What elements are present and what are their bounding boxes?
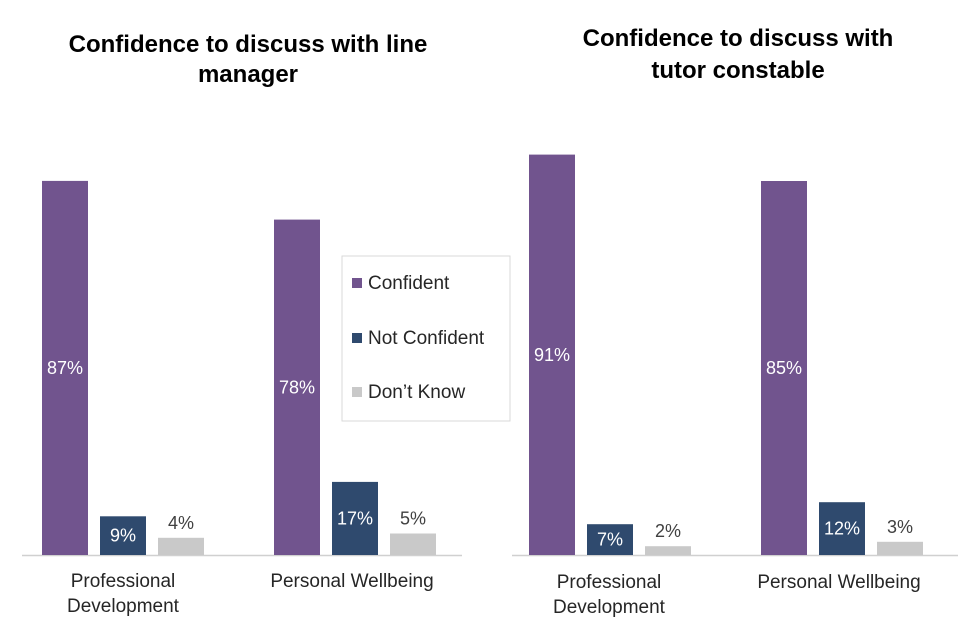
data-label-not-confident-professional-development: 7% [597,530,623,550]
data-label-confident-personal-wellbeing: 85% [766,358,802,378]
legend-label-not-confident: Not Confident [368,328,485,349]
bar-not-confident-personal-wellbeing [332,481,378,555]
bar-dont-know-professional-development [645,546,691,555]
bar-dont-know-personal-wellbeing [390,533,436,555]
chart-title-tutor-constable-line-1: Confidence to discuss with [583,25,894,52]
chart-title-line-manager-line-2: manager [198,61,298,88]
tick-label-professional-development-line-1: Professional [71,571,176,592]
data-label-not-confident-personal-wellbeing: 17% [337,508,373,528]
data-label-confident-professional-development: 87% [47,358,83,378]
data-label-dont-know-professional-development: 2% [655,521,681,541]
bar-confident-professional-development [42,180,88,555]
chart-title-line-manager-line-1: Confidence to discuss with line [69,31,428,58]
tick-label-professional-development-line-2: Development [67,596,180,617]
data-label-dont-know-professional-development: 4% [168,513,194,533]
data-label-confident-personal-wellbeing: 78% [279,377,315,397]
bar-not-confident-professional-development [100,516,146,555]
bar-dont-know-personal-wellbeing [877,541,923,555]
bar-dont-know-professional-development [158,537,204,555]
tick-label-personal-wellbeing: Personal Wellbeing [270,571,433,592]
legend-swatch-not-confident [352,333,362,343]
legend-swatch-dont-know [352,387,362,397]
data-label-dont-know-personal-wellbeing: 3% [887,517,913,537]
chart-tutor-constable: Confidence to discuss with tutor constab… [512,25,958,618]
bar-confident-professional-development [529,154,575,555]
data-label-not-confident-personal-wellbeing: 12% [824,519,860,539]
legend-label-confident: Confident [368,273,450,294]
chart-title-tutor-constable-line-2: tutor constable [651,57,824,84]
plot-area-line-manager: 87% 9% 4% Professional Development 78% 17% 5% Pe… [22,180,462,617]
data-label-confident-professional-development: 91% [534,345,570,365]
tick-label-professional-development-line-2: Development [553,597,666,618]
plot-area-tutor-constable: 91% 7% 2% Professional Development 85% 12% 3% Pe… [512,154,958,618]
legend-box [341,255,511,422]
legend-label-dont-know: Don’t Know [368,382,465,403]
bar-confident-personal-wellbeing [274,219,320,555]
data-label-not-confident-professional-development: 9% [110,526,136,546]
tick-label-personal-wellbeing: Personal Wellbeing [757,572,920,593]
bar-not-confident-professional-development [587,524,633,555]
chart-line-manager: Confidence to discuss with line manager … [22,31,462,617]
legend: Confident Not Confident Don’t Know [341,255,511,422]
bar-not-confident-personal-wellbeing [819,502,865,555]
tick-label-professional-development-line-1: Professional [557,572,662,593]
legend-swatch-confident [352,278,362,288]
bar-confident-personal-wellbeing [761,181,807,555]
data-label-dont-know-personal-wellbeing: 5% [400,509,426,529]
